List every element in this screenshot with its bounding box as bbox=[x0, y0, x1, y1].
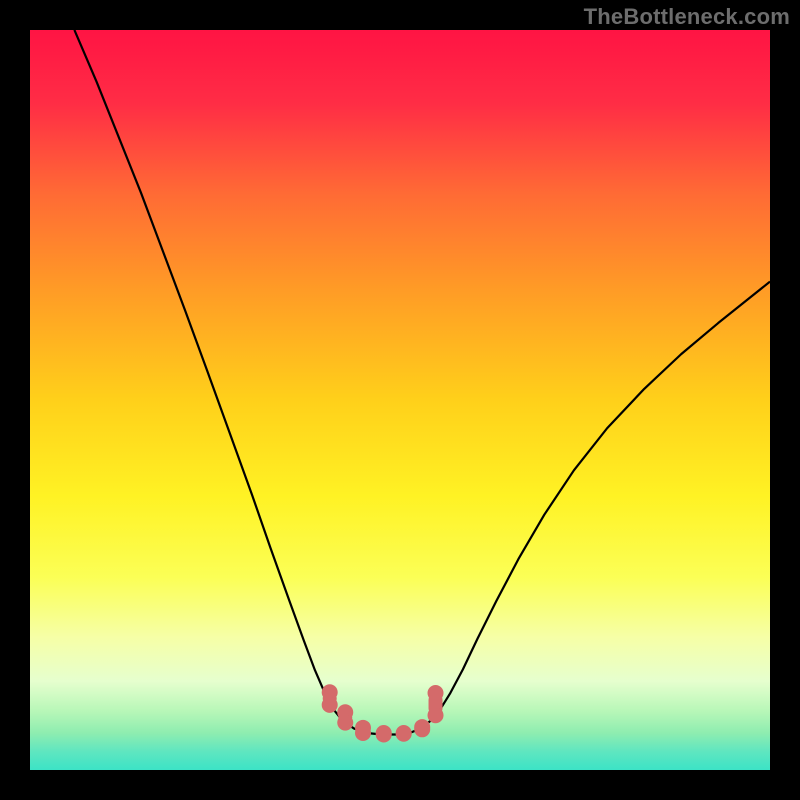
trough-marker-cap bbox=[355, 725, 371, 741]
gradient-background bbox=[30, 30, 770, 770]
trough-marker-cap bbox=[428, 685, 444, 701]
trough-marker-cap bbox=[337, 715, 353, 731]
watermark-text: TheBottleneck.com bbox=[584, 4, 790, 30]
trough-marker-cap bbox=[414, 721, 430, 737]
trough-marker-cap bbox=[322, 697, 338, 713]
trough-marker-cap bbox=[396, 726, 412, 742]
trough-marker-cap bbox=[428, 707, 444, 723]
plot-area bbox=[30, 30, 770, 770]
chart-frame: TheBottleneck.com bbox=[0, 0, 800, 800]
trough-marker-cap bbox=[376, 726, 392, 742]
bottleneck-chart bbox=[30, 30, 770, 770]
